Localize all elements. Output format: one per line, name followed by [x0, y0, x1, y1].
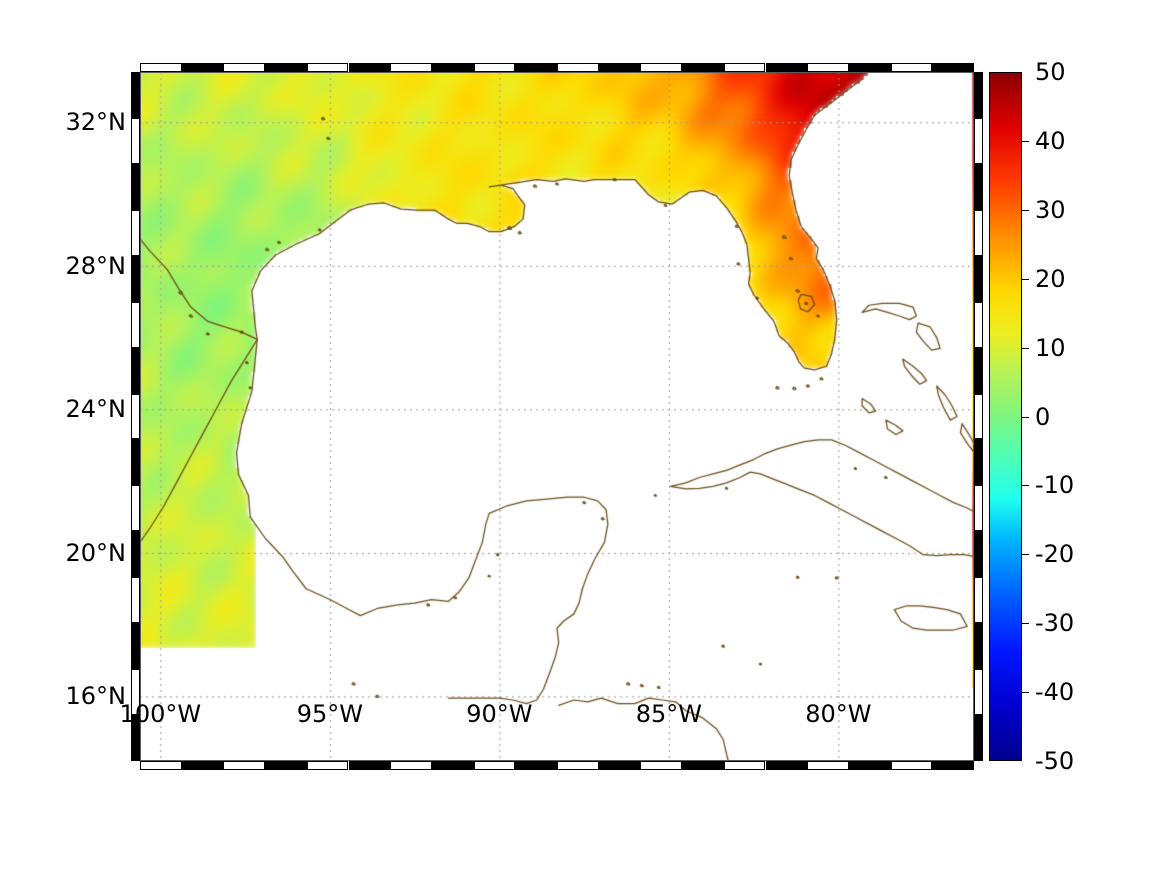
colorbar-tick [1022, 209, 1029, 211]
colorbar-tick-label: 40 [1035, 126, 1066, 155]
colorbar-tick [1022, 485, 1029, 487]
colorbar[interactable]: 50 40 30 20 10 0 -10 -20 -30 -40 -50 [989, 58, 1074, 775]
y-tick-label: 28°N [65, 251, 127, 280]
x-tick-label: 95°W [296, 700, 363, 728]
colorbar-tick-label: -20 [1035, 540, 1075, 569]
colorbar-tick [1022, 416, 1029, 418]
colorbar-tick [1022, 554, 1029, 556]
colorbar-tick [1022, 692, 1029, 694]
colorbar-tick [1022, 278, 1029, 280]
colorbar-tick-label: 30 [1035, 195, 1066, 224]
colorbar-tick-label: -50 [1035, 747, 1075, 775]
x-tick-label: 100°W [119, 700, 202, 728]
x-tick-label: 85°W [635, 700, 703, 728]
colorbar-tick [1022, 347, 1029, 349]
map-data-layer [140, 72, 974, 761]
colorbar-tick-label: 0 [1035, 402, 1051, 431]
colorbar-tick-label: 50 [1035, 58, 1066, 86]
y-tick-label: 24°N [65, 395, 127, 424]
x-tick-label: 90°W [466, 700, 533, 728]
y-tick-label: 16°N [65, 682, 127, 711]
colorbar-tick-label: -30 [1035, 609, 1075, 638]
colorbar-tick-label: 10 [1035, 333, 1066, 362]
colorbar-tick [1022, 140, 1029, 142]
x-tick-label: 80°W [805, 700, 872, 728]
colorbar-tick [1022, 623, 1029, 625]
colorbar-gradient [989, 72, 1022, 761]
y-tick-label: 20°N [65, 538, 127, 567]
colorbar-tick-label: -10 [1035, 471, 1075, 500]
y-tick-label: 32°N [65, 108, 127, 137]
colorbar-tick-label: -40 [1035, 678, 1075, 707]
colorbar-tick-label: 20 [1035, 264, 1066, 293]
